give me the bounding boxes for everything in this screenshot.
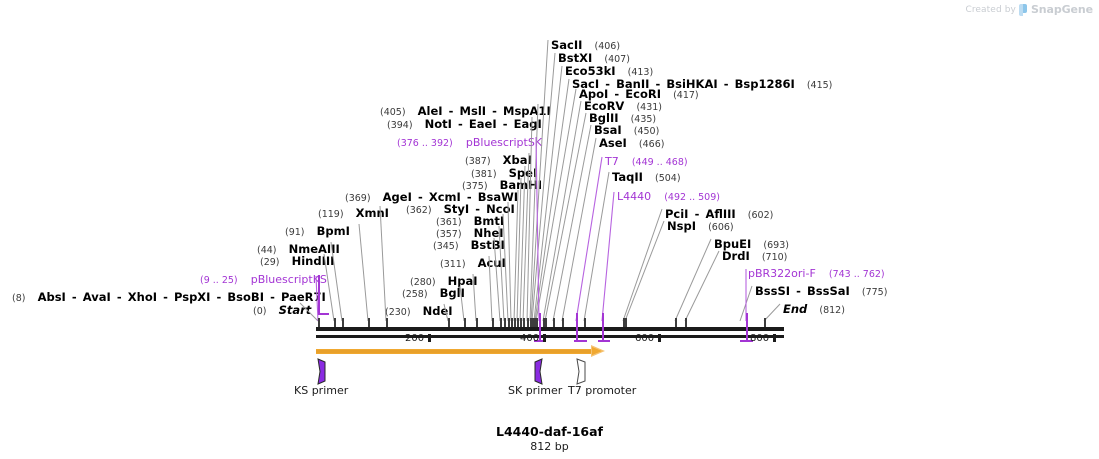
marker-label-end[interactable]: End (812) (783, 302, 845, 316)
enzyme-label-bmti[interactable]: (361) BmtI (436, 214, 505, 228)
enzyme-label-noti-group[interactable]: (394) NotI - EaeI - EagI (387, 117, 542, 131)
page-subtitle: 812 bp (530, 440, 569, 453)
enzyme-label-bstbi[interactable]: (345) BstBI (433, 238, 505, 252)
page-title: L4440-daf-16af (495, 424, 603, 439)
enzyme-label-apoi-group[interactable]: ApoI - EcoRI (417) (579, 87, 699, 101)
promoter-t7-label: T7 promoter (568, 384, 637, 397)
enzyme-label-taqii[interactable]: TaqII (504) (612, 170, 681, 184)
enzyme-label-bglii[interactable]: BglII (435) (589, 111, 657, 125)
ruler-tick-800 (773, 334, 776, 342)
feature-label-l4440[interactable]: L4440 (492 .. 509) (617, 190, 720, 203)
ruler-label-600: 600 (635, 333, 655, 344)
primer-ks-label: KS primer (294, 384, 349, 397)
enzyme-label-nhei[interactable]: (357) NheI (436, 226, 504, 240)
enzyme-label-eco53ki[interactable]: Eco53kI (413) (565, 64, 654, 78)
enzyme-label-pcii-group[interactable]: PciI - AflIII (602) (665, 207, 774, 221)
enzyme-label-ndei[interactable]: (230) NdeI (385, 304, 453, 318)
enzyme-label-sacii[interactable]: SacII (406) (551, 38, 621, 52)
enzyme-label-bsssi-group[interactable]: BssSI - BssSaI (775) (755, 284, 888, 298)
enzyme-label-saci-group[interactable]: SacI - BanII - BsiHKAI - Bsp1286I (415) (572, 77, 833, 91)
enzyme-label-asei[interactable]: AseI (466) (599, 136, 665, 150)
enzyme-label-xbai[interactable]: (387) XbaI (465, 153, 532, 167)
sequence-backbone-bottom (316, 335, 784, 338)
ruler-label-400: 400 (520, 333, 540, 344)
ruler-label-200: 200 (405, 333, 425, 344)
watermark-prefix: Created by (965, 4, 1016, 15)
snapgene-watermark: Created by SnapGene (965, 3, 1093, 16)
watermark-brand: SnapGene (1030, 3, 1093, 16)
feature-label-pbr322ori-f[interactable]: pBR322ori-F (743 .. 762) (748, 267, 885, 280)
enzyme-label-styi-group[interactable]: (362) StyI - NcoI (406, 202, 515, 216)
enzyme-label-absi-group[interactable]: (8) AbsI - AvaI - XhoI - PspXI - BsoBI -… (12, 290, 326, 304)
feature-label-t7[interactable]: T7 (449 .. 468) (605, 155, 688, 168)
enzyme-label-acui[interactable]: (311) AcuI (440, 256, 506, 270)
enzyme-label-bstxi[interactable]: BstXI (407) (558, 51, 630, 65)
enzyme-label-bpmi[interactable]: (91) BpmI (285, 224, 350, 238)
ruler-label-800: 800 (750, 333, 770, 344)
ruler-tick-400 (543, 334, 546, 342)
enzyme-label-nspi[interactable]: NspI (606) (667, 219, 734, 233)
enzyme-label-alei-group[interactable]: (405) AleI - MslI - MspA1I (380, 104, 551, 118)
enzyme-label-bgli[interactable]: (258) BglI (402, 286, 465, 300)
feature-label-pbluescriptks[interactable]: (9 .. 25) pBluescriptKS (200, 273, 327, 286)
enzyme-label-drdi[interactable]: DrdI (710) (722, 249, 788, 263)
primer-sk-label: SK primer (508, 384, 563, 397)
sequence-backbone-top (316, 327, 784, 331)
enzyme-label-bpuei[interactable]: BpuEI (693) (714, 237, 789, 251)
enzyme-label-ecorv[interactable]: EcoRV (431) (584, 99, 662, 113)
ruler-tick-200 (428, 334, 431, 342)
marker-label-start[interactable]: (0) Start (253, 303, 312, 317)
enzyme-label-hindiii[interactable]: (29) HindIII (260, 254, 335, 268)
enzyme-label-nmeaiii[interactable]: (44) NmeAIII (257, 242, 340, 256)
feature-label-pbluescriptsk[interactable]: (376 .. 392) pBluescriptSK (397, 136, 543, 149)
ruler-tick-600 (658, 334, 661, 342)
primer-ks-icon[interactable] (316, 358, 329, 385)
enzyme-label-hpai[interactable]: (280) HpaI (410, 274, 478, 288)
enzyme-label-agei-group[interactable]: (369) AgeI - XcmI - BsaWI (345, 190, 519, 204)
enzyme-label-bsai[interactable]: BsaI (450) (594, 123, 660, 137)
promoter-t7-icon[interactable] (574, 358, 587, 385)
snapgene-logo-icon (1018, 3, 1028, 16)
enzyme-label-xmni[interactable]: (119) XmnI (318, 206, 389, 220)
primer-sk-icon[interactable] (531, 358, 544, 385)
